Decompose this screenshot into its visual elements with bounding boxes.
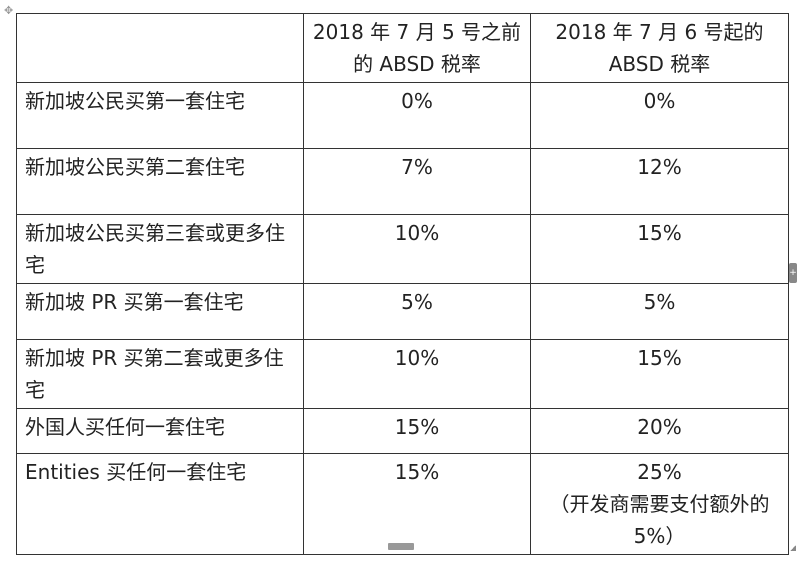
row-label[interactable]: 新加坡 PR 买第一套住宅 — [16, 283, 304, 340]
rate-before[interactable]: 10% — [303, 339, 531, 409]
row-label[interactable]: 新加坡公民买第一套住宅 — [16, 82, 304, 149]
rate-note: （开发商需要支付额外的 5%） — [549, 492, 770, 548]
table-row: Entities 买任何一套住宅 15% 25% （开发商需要支付额外的 5%） — [16, 453, 789, 555]
rate-after[interactable]: 0% — [530, 82, 789, 149]
table-row: 新加坡 PR 买第二套或更多住宅 10% 15% — [16, 339, 789, 409]
rate-after: 25% — [637, 460, 682, 484]
table-row: 新加坡公民买第二套住宅 7% 12% — [16, 148, 789, 215]
table-row: 外国人买任何一套住宅 15% 20% — [16, 408, 789, 454]
add-row-plus-icon[interactable] — [388, 543, 414, 550]
rate-after[interactable]: 12% — [530, 148, 789, 215]
header-cell[interactable] — [16, 13, 304, 83]
row-label[interactable]: 新加坡 PR 买第二套或更多住宅 — [16, 339, 304, 409]
row-label[interactable]: Entities 买任何一套住宅 — [16, 453, 304, 555]
rate-before[interactable]: 15% — [303, 408, 531, 454]
header-cell[interactable]: 2018 年 7 月 6 号起的 ABSD 税率 — [530, 13, 789, 83]
row-label[interactable]: 新加坡公民买第三套或更多住宅 — [16, 214, 304, 284]
table-resize-handle-icon[interactable] — [790, 545, 796, 551]
rate-after-cell[interactable]: 25% （开发商需要支付额外的 5%） — [530, 453, 789, 555]
rate-before[interactable]: 0% — [303, 82, 531, 149]
table-header-row: 2018 年 7 月 5 号之前的 ABSD 税率 2018 年 7 月 6 号… — [16, 13, 789, 83]
table-row: 新加坡公民买第一套住宅 0% 0% — [16, 82, 789, 149]
rate-before[interactable]: 15% — [303, 453, 531, 555]
rate-after[interactable]: 20% — [530, 408, 789, 454]
rate-before[interactable]: 7% — [303, 148, 531, 215]
header-cell[interactable]: 2018 年 7 月 5 号之前的 ABSD 税率 — [303, 13, 531, 83]
absd-rate-table: 2018 年 7 月 5 号之前的 ABSD 税率 2018 年 7 月 6 号… — [16, 13, 789, 555]
rate-after[interactable]: 5% — [530, 283, 789, 340]
table-row: 新加坡公民买第三套或更多住宅 10% 15% — [16, 214, 789, 284]
rate-after[interactable]: 15% — [530, 214, 789, 284]
row-label[interactable]: 新加坡公民买第二套住宅 — [16, 148, 304, 215]
add-column-plus-icon[interactable]: + — [789, 263, 797, 283]
rate-before[interactable]: 10% — [303, 214, 531, 284]
rate-after[interactable]: 15% — [530, 339, 789, 409]
table-move-handle-icon[interactable]: ✥ — [4, 4, 14, 17]
row-label[interactable]: 外国人买任何一套住宅 — [16, 408, 304, 454]
table-row: 新加坡 PR 买第一套住宅 5% 5% — [16, 283, 789, 340]
rate-before[interactable]: 5% — [303, 283, 531, 340]
